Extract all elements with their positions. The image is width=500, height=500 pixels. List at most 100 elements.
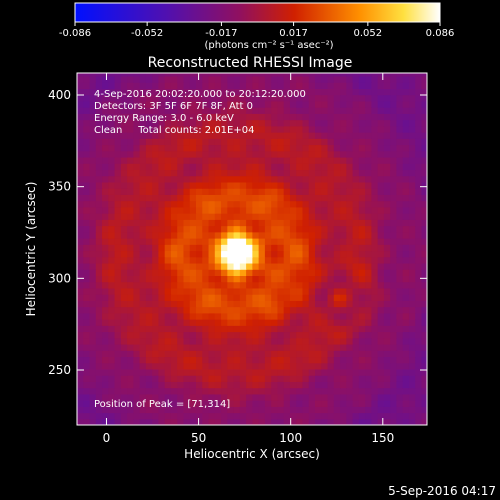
heatmap-cell: [120, 175, 128, 183]
heatmap-cell: [133, 125, 141, 133]
heatmap-cell: [302, 82, 310, 89]
heatmap-cell: [202, 113, 210, 121]
heatmap-cell: [214, 244, 222, 252]
heatmap-cell: [352, 337, 360, 345]
heatmap-cell: [89, 132, 97, 139]
heatmap-cell: [271, 238, 279, 245]
heatmap-cell: [102, 73, 109, 77]
heatmap-cell: [408, 412, 416, 420]
heatmap-cell: [202, 94, 210, 102]
heatmap-cell: [296, 88, 304, 96]
heatmap-cell: [133, 194, 141, 202]
heatmap-cell: [321, 138, 329, 146]
heatmap-cell: [315, 262, 322, 270]
heatmap-cell: [352, 281, 360, 289]
heatmap-cell: [264, 200, 272, 208]
heatmap-cell: [390, 306, 398, 314]
heatmap-cell: [221, 100, 228, 108]
heatmap-cell: [158, 269, 166, 276]
heatmap-cell: [277, 94, 285, 102]
heatmap-cell: [139, 238, 147, 245]
heatmap-cell: [277, 262, 285, 270]
heatmap-cell: [102, 82, 109, 89]
heatmap-cell: [308, 269, 316, 276]
heatmap-cell: [233, 225, 241, 233]
heatmap-cell: [252, 387, 260, 395]
heatmap-cell: [327, 138, 335, 146]
heatmap-cell: [289, 194, 297, 202]
heatmap-cell: [202, 343, 210, 351]
heatmap-cell: [252, 300, 260, 308]
heatmap-cell: [233, 312, 241, 320]
heatmap-cell: [264, 412, 272, 420]
heatmap-cell: [365, 262, 372, 270]
heatmap-cell: [408, 169, 416, 177]
heatmap-cell: [120, 213, 128, 220]
heatmap-cell: [327, 144, 335, 152]
heatmap-cell: [371, 300, 379, 308]
heatmap-cell: [346, 375, 354, 382]
heatmap-cell: [108, 356, 116, 364]
heatmap-cell: [321, 319, 329, 326]
heatmap-cell: [89, 213, 97, 220]
heatmap-cell: [365, 256, 372, 264]
heatmap-cell: [321, 387, 329, 395]
heatmap-cell: [252, 406, 260, 414]
heatmap-cell: [390, 206, 398, 214]
heatmap-cell: [95, 294, 103, 301]
heatmap-cell: [402, 150, 410, 158]
heatmap-cell: [383, 219, 391, 227]
heatmap-cell: [127, 200, 134, 208]
heatmap-cell: [227, 100, 235, 108]
heatmap-cell: [333, 73, 341, 77]
heatmap-cell: [139, 387, 147, 395]
heatmap-cell: [114, 144, 122, 152]
heatmap-cell: [227, 319, 235, 326]
heatmap-cell: [89, 312, 97, 320]
heatmap-cell: [108, 88, 116, 96]
heatmap-cell: [352, 256, 360, 264]
heatmap-cell: [302, 194, 310, 202]
heatmap-cell: [196, 200, 203, 208]
heatmap-cell: [308, 368, 316, 376]
heatmap-cell: [289, 275, 297, 283]
heatmap-cell: [371, 194, 379, 202]
heatmap-cell: [277, 331, 285, 339]
heatmap-cell: [189, 418, 197, 425]
heatmap-cell: [383, 294, 391, 301]
heatmap-cell: [315, 213, 322, 220]
heatmap-cell: [321, 368, 329, 376]
heatmap-cell: [208, 412, 216, 420]
heatmap-cell: [95, 125, 103, 133]
heatmap-cell: [227, 381, 235, 389]
heatmap-cell: [196, 88, 203, 96]
heatmap-cell: [327, 375, 335, 382]
heatmap-cell: [152, 206, 160, 214]
heatmap-cell: [239, 125, 247, 133]
heatmap-cell: [239, 163, 247, 171]
heatmap-cell: [77, 331, 84, 339]
heatmap-cell: [214, 418, 222, 425]
heatmap-cell: [296, 406, 304, 414]
heatmap-cell: [421, 188, 427, 195]
heatmap-cell: [327, 387, 335, 395]
heatmap-cell: [133, 213, 141, 220]
x-tick-label: 50: [191, 431, 206, 445]
heatmap-cell: [258, 356, 266, 364]
heatmap-cell: [346, 400, 354, 407]
heatmap-cell: [258, 138, 266, 146]
heatmap-cell: [408, 231, 416, 239]
heatmap-cell: [108, 418, 116, 425]
heatmap-cell: [402, 194, 410, 202]
heatmap-cell: [252, 325, 260, 333]
heatmap-cell: [233, 181, 241, 189]
heatmap-cell: [77, 300, 84, 308]
heatmap-cell: [183, 107, 191, 114]
heatmap-cell: [177, 181, 185, 189]
heatmap-cell: [114, 393, 122, 401]
heatmap-cell: [208, 262, 216, 270]
heatmap-cell: [89, 150, 97, 158]
heatmap-cell: [139, 156, 147, 164]
heatmap-cell: [77, 287, 84, 295]
heatmap-cell: [177, 169, 185, 177]
